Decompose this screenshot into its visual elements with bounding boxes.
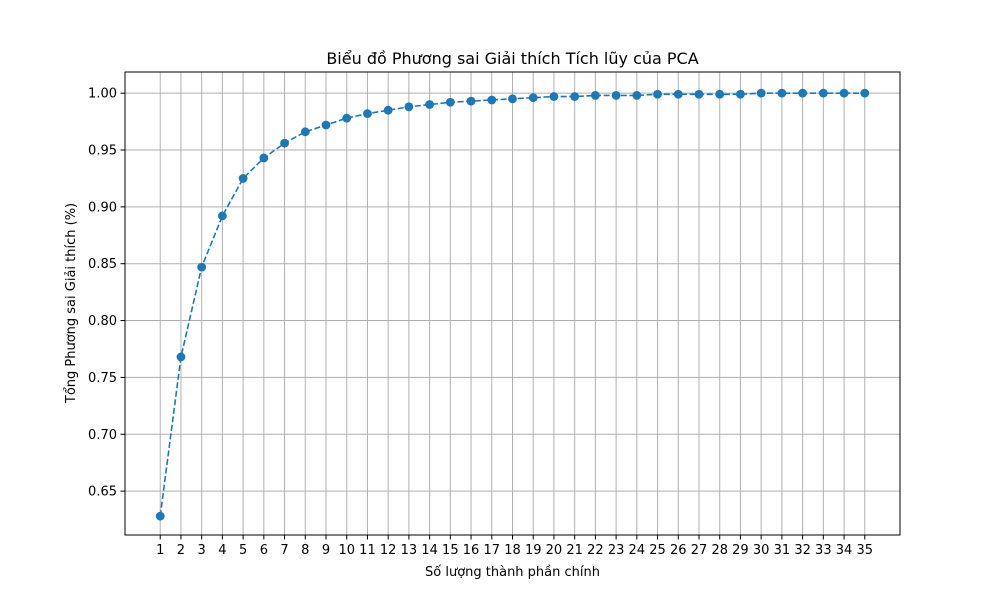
data-point: [632, 91, 642, 100]
data-point: [342, 113, 352, 123]
y-tick-label: 0.85: [88, 257, 117, 272]
x-tick-label: 25: [649, 543, 666, 558]
x-tick-label: 32: [794, 543, 811, 558]
gridlines: [125, 72, 900, 535]
y-tick-label: 0.80: [88, 314, 117, 329]
data-point: [487, 95, 497, 105]
data-point: [653, 89, 662, 99]
data-point: [259, 153, 269, 163]
x-tick-label: 5: [239, 543, 247, 558]
data-point: [528, 93, 538, 103]
x-tick-label: 11: [359, 543, 376, 558]
data-point: [673, 89, 683, 99]
y-tick-label: 1.00: [88, 87, 117, 102]
x-tick-label: 10: [338, 543, 355, 558]
tick-labels: 1 2 3 4 5 6 7 8 9 10 11 12 13 14 15 16 17 18 19 20 21 22 23 24 2…: [88, 87, 873, 558]
data-point: [217, 211, 227, 221]
data-point: [611, 91, 621, 100]
x-tick-label: 15: [442, 543, 459, 558]
x-tick-label: 30: [753, 543, 770, 558]
data-point: [736, 89, 745, 99]
x-tick-label: 31: [774, 543, 791, 558]
data-point: [570, 92, 580, 101]
x-tick-label: 29: [732, 543, 749, 558]
x-tick-label: 21: [566, 543, 583, 558]
data-point: [300, 127, 310, 137]
x-tick-label: 3: [198, 543, 206, 558]
x-tick-label: 34: [836, 543, 853, 558]
data-point: [466, 96, 476, 106]
data-point: [280, 138, 289, 148]
data-point: [321, 120, 331, 130]
x-tick-label: 33: [815, 543, 832, 558]
y-tick-label: 0.95: [88, 144, 117, 159]
y-tick-label: 0.75: [88, 371, 117, 386]
data-point: [756, 88, 766, 98]
data-point: [860, 88, 870, 98]
data-point: [197, 262, 207, 272]
x-tick-label: 28: [711, 543, 728, 558]
data-point: [508, 94, 517, 104]
y-tick-label: 0.90: [88, 200, 117, 215]
data-point: [404, 102, 414, 112]
x-tick-label: 19: [525, 543, 542, 558]
x-tick-label: 8: [301, 543, 309, 558]
x-tick-label: 2: [177, 543, 185, 558]
data-point: [839, 88, 849, 98]
data-point: [549, 92, 559, 101]
data-point: [363, 109, 372, 119]
x-axis-label: Số lượng thành phần chính: [425, 565, 600, 580]
data-point: [176, 352, 186, 362]
x-tick-label: 7: [280, 543, 288, 558]
x-tick-label: 1: [156, 543, 164, 558]
x-tick-label: 22: [587, 543, 604, 558]
data-point: [590, 91, 600, 100]
y-tick-label: 0.65: [88, 485, 117, 500]
data-point: [694, 89, 704, 99]
x-tick-label: 17: [484, 543, 501, 558]
data-point: [383, 105, 393, 115]
y-axis-label: Tổng Phương sai Giải thích (%): [64, 203, 79, 404]
data-point: [238, 174, 248, 183]
x-tick-label: 24: [629, 543, 646, 558]
x-tick-label: 16: [463, 543, 480, 558]
x-tick-label: 13: [401, 543, 418, 558]
axes-layer: [120, 71, 901, 540]
x-tick-label: 4: [218, 543, 226, 558]
x-tick-label: 20: [546, 543, 563, 558]
x-tick-label: 35: [856, 543, 873, 558]
y-tick-label: 0.70: [88, 428, 117, 443]
x-tick-label: 26: [670, 543, 687, 558]
x-tick-label: 12: [380, 543, 397, 558]
x-tick-label: 23: [608, 543, 625, 558]
data-point: [777, 88, 787, 98]
series-layer: [155, 88, 870, 521]
data-point: [425, 100, 435, 109]
x-tick-label: 6: [260, 543, 268, 558]
data-point: [445, 97, 455, 107]
data-point: [155, 511, 165, 521]
x-tick-label: 27: [691, 543, 708, 558]
chart-title: Biểu đồ Phương sai Giải thích Tích lũy c…: [326, 49, 698, 68]
data-point: [715, 89, 725, 99]
axes-frame: [124, 71, 901, 536]
data-point: [818, 88, 828, 98]
x-tick-label: 14: [421, 543, 438, 558]
data-point: [798, 88, 808, 98]
x-tick-label: 9: [322, 543, 330, 558]
x-tick-label: 18: [504, 543, 521, 558]
